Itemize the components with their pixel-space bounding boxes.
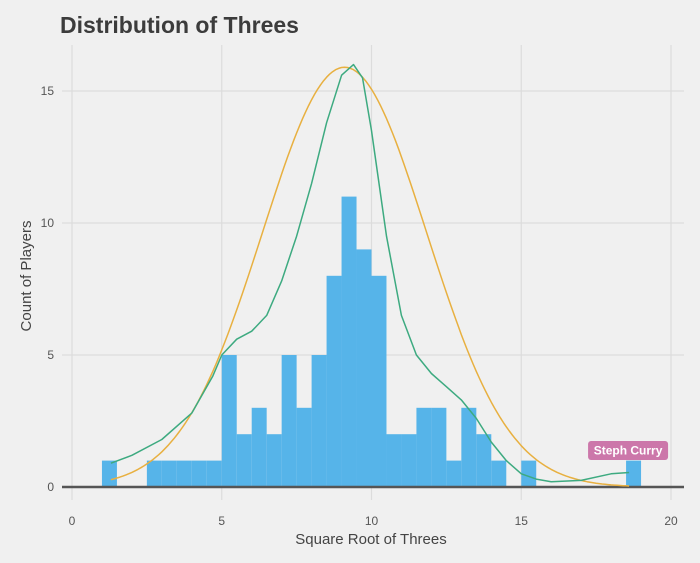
chart-title: Distribution of Threes	[60, 12, 299, 38]
y-tick-label: 10	[41, 216, 55, 230]
x-tick-label: 15	[515, 514, 529, 528]
x-axis-label: Square Root of Threes	[295, 531, 446, 548]
histogram-bar	[461, 407, 477, 487]
histogram-bar	[311, 355, 327, 487]
y-axis-label: Count of Players	[18, 221, 35, 332]
y-tick-label: 5	[47, 348, 54, 362]
histogram-bar	[251, 407, 267, 487]
histogram-bar	[521, 460, 537, 487]
density-curve	[110, 63, 630, 483]
histogram-bar	[446, 460, 462, 487]
x-tick-label: 20	[664, 514, 678, 528]
y-tick-label: 15	[41, 84, 55, 98]
histogram-bar	[626, 460, 642, 487]
y-tick-label: 0	[47, 480, 54, 494]
annotation-label: Steph Curry	[594, 444, 663, 458]
histogram-bar	[101, 460, 117, 487]
histogram-bar	[431, 407, 447, 487]
histogram-bar	[281, 355, 297, 487]
x-tick-label: 0	[69, 514, 76, 528]
x-tick-label: 5	[218, 514, 225, 528]
histogram-bar	[266, 434, 282, 487]
histogram-bar	[191, 460, 207, 487]
histogram-bar	[296, 407, 312, 487]
histogram-bar	[341, 196, 357, 487]
histogram-bar	[416, 407, 432, 487]
histogram-bar	[491, 460, 507, 487]
histogram-bar	[356, 249, 372, 487]
histogram-bar	[146, 460, 162, 487]
histogram-bar	[386, 434, 402, 487]
x-tick-label: 10	[365, 514, 379, 528]
annotation-label-box	[588, 441, 669, 461]
histogram-bar	[221, 355, 237, 487]
histogram-bar	[476, 434, 492, 487]
histogram-bar	[371, 275, 387, 487]
histogram-bar	[161, 460, 177, 487]
histogram-bar	[206, 460, 222, 487]
histogram-bar	[326, 275, 342, 487]
histogram-bar	[176, 460, 192, 487]
histogram-bar	[401, 434, 417, 487]
histogram-bar	[236, 434, 252, 487]
